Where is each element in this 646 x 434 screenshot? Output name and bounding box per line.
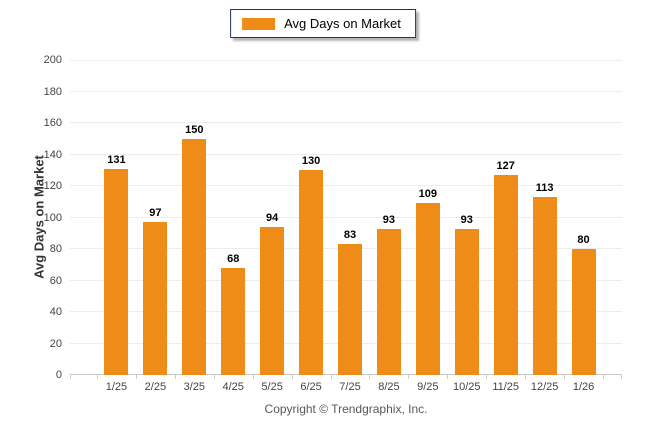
x-axis-tickmark bbox=[135, 375, 137, 379]
bar-value-label: 93 bbox=[460, 213, 473, 226]
x-axis-tickmark bbox=[252, 375, 254, 379]
x-axis-tickmark bbox=[525, 375, 527, 379]
bar-value-label: 97 bbox=[149, 207, 162, 220]
y-tick-label: 120 bbox=[43, 180, 62, 192]
y-tick-label: 160 bbox=[43, 117, 62, 129]
y-tick-label: 180 bbox=[43, 85, 62, 98]
bar bbox=[338, 244, 362, 375]
x-tick-label: 3/25 bbox=[183, 381, 206, 393]
bar-value-label: 83 bbox=[343, 229, 357, 242]
bar bbox=[415, 203, 440, 375]
legend-swatch-icon bbox=[242, 17, 276, 30]
bar-value-label: 131 bbox=[107, 153, 126, 166]
y-tick-label: 0 bbox=[55, 369, 62, 381]
x-tick-label: 1/26 bbox=[572, 381, 595, 393]
y-tick-label: 200 bbox=[43, 54, 62, 66]
bar-value-label: 150 bbox=[185, 123, 204, 136]
y-tick-label: 80 bbox=[49, 243, 62, 255]
bar bbox=[376, 228, 401, 375]
x-tick-label: 6/25 bbox=[300, 381, 322, 393]
bar bbox=[182, 138, 207, 375]
x-axis-tickmark bbox=[330, 375, 332, 379]
x-tick-label: 10/25 bbox=[453, 381, 481, 393]
x-tick-label: 2/25 bbox=[144, 381, 167, 393]
x-axis-tickmark bbox=[447, 375, 449, 379]
y-tick-label: 140 bbox=[43, 148, 62, 161]
bar-value-label: 113 bbox=[535, 182, 554, 195]
x-axis-tickmark bbox=[621, 375, 622, 379]
x-tick-label: 1/25 bbox=[105, 381, 128, 393]
gridline bbox=[70, 153, 622, 155]
x-tick-label: 11/25 bbox=[492, 381, 520, 393]
gridline bbox=[70, 185, 622, 186]
gridline bbox=[70, 122, 622, 123]
gridline bbox=[70, 90, 622, 92]
x-tick-label: 5/25 bbox=[261, 381, 283, 393]
bar-value-label: 127 bbox=[496, 159, 515, 172]
x-axis-tickmark bbox=[174, 375, 176, 379]
bar-value-label: 109 bbox=[418, 188, 438, 201]
bar-value-label: 80 bbox=[577, 234, 590, 246]
x-tick-label: 4/25 bbox=[222, 381, 244, 393]
y-tick-label: 40 bbox=[49, 306, 62, 318]
bar-value-label: 93 bbox=[382, 213, 396, 226]
x-axis-tickmark bbox=[70, 375, 71, 379]
legend-label: Avg Days on Market bbox=[284, 16, 401, 31]
gridline bbox=[70, 216, 622, 218]
x-axis-tickmark bbox=[291, 375, 293, 379]
bar-value-label: 130 bbox=[301, 155, 321, 168]
x-tick-label: 7/25 bbox=[339, 381, 361, 393]
bar bbox=[571, 249, 596, 375]
x-tick-label: 9/25 bbox=[417, 381, 439, 393]
x-tick-label: 12/25 bbox=[530, 381, 559, 393]
bar-value-label: 68 bbox=[227, 252, 240, 265]
x-axis-tickmark bbox=[564, 375, 566, 379]
x-axis-tickmark bbox=[97, 375, 98, 379]
bar bbox=[260, 226, 285, 375]
y-tick-label: 20 bbox=[49, 337, 62, 350]
x-axis-tickmark bbox=[213, 375, 215, 379]
bar-value-label: 94 bbox=[266, 211, 279, 224]
x-axis-tickmark bbox=[603, 375, 604, 379]
legend: Avg Days on Market bbox=[230, 9, 416, 38]
plot-area: 0 20 40 60 80 100 120 140 160 180 200 131 1/25 97 2/25… bbox=[44, 54, 622, 393]
bar bbox=[454, 228, 479, 375]
bar bbox=[221, 267, 246, 375]
y-tick-label: 100 bbox=[43, 211, 62, 224]
bar bbox=[299, 170, 324, 375]
y-tick-label: 60 bbox=[49, 274, 62, 287]
x-tick-label: 8/25 bbox=[378, 381, 400, 393]
gridline bbox=[70, 60, 622, 61]
bar bbox=[143, 222, 168, 375]
x-axis-tickmark bbox=[369, 375, 371, 379]
bar bbox=[104, 168, 129, 375]
copyright-text: Copyright © Trendgraphix, Inc. bbox=[264, 402, 428, 416]
x-axis-tickmark bbox=[408, 375, 410, 379]
bar bbox=[493, 174, 518, 375]
x-axis-tickmark bbox=[486, 375, 488, 379]
bar bbox=[532, 197, 557, 375]
